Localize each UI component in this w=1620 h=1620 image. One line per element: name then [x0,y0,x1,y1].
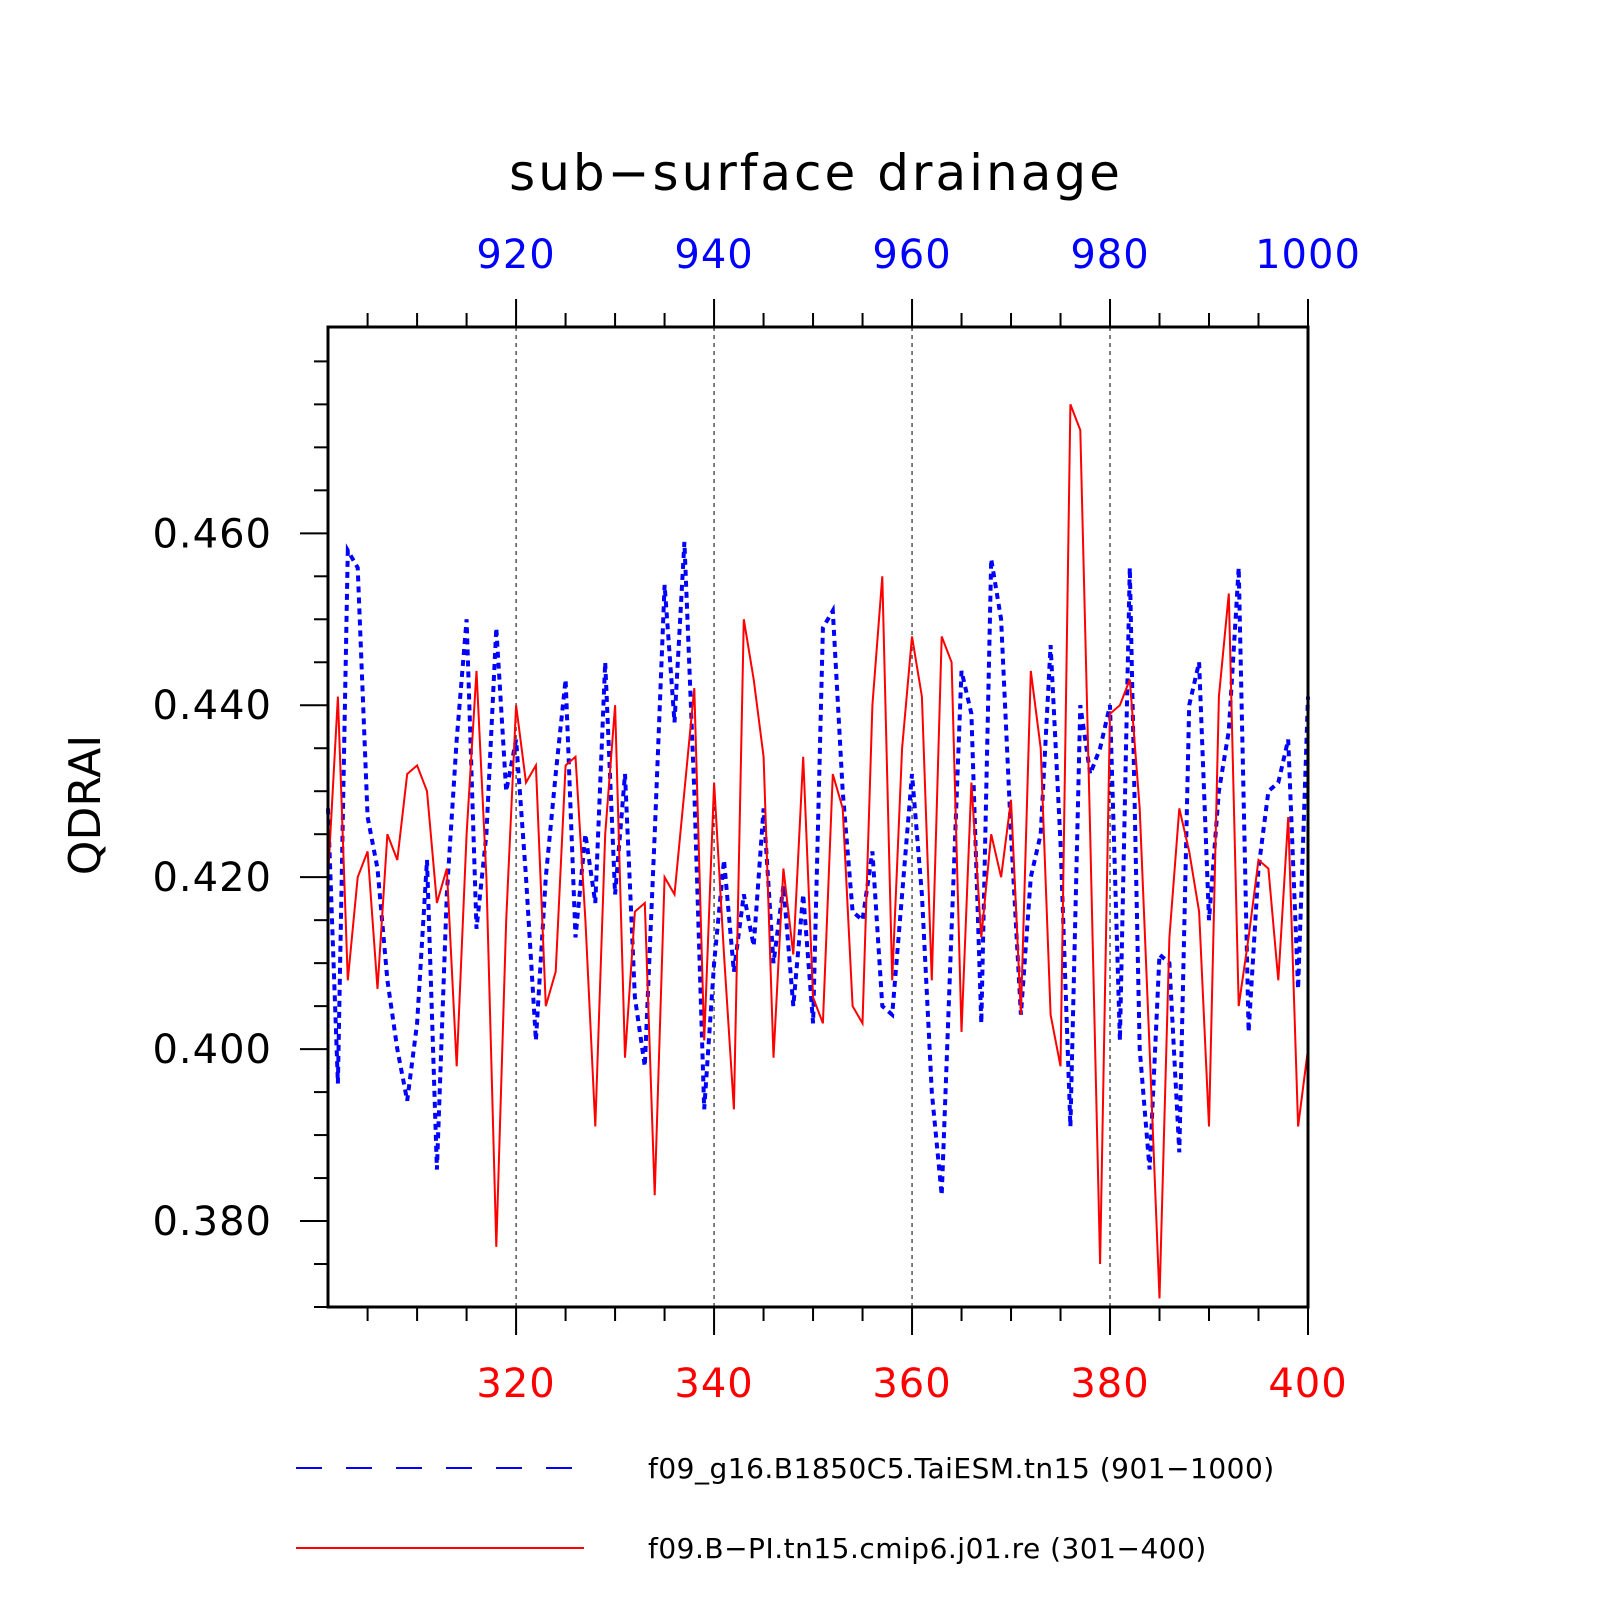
top-x-tick-label: 980 [1070,232,1149,278]
y-tick-label: 0.420 [152,855,272,901]
bottom-x-tick-label: 380 [1070,1361,1149,1407]
top-x-tick-label: 920 [476,232,555,278]
bottom-x-tick-label: 360 [872,1361,951,1407]
y-tick-label: 0.380 [152,1199,272,1245]
top-x-tick-label: 1000 [1255,232,1361,278]
y-tick-label: 0.400 [152,1027,272,1073]
bottom-x-tick-label: 400 [1268,1361,1347,1407]
tick-labels: 0.380 0.400 0.420 0.440 0.460 920 940 960 980 100… [152,232,1361,1407]
y-tick-label: 0.440 [152,683,272,729]
y-axis-label: QDRAI [60,735,111,875]
bottom-x-tick-label: 320 [476,1361,555,1407]
axis-ticks [300,299,1309,1335]
grid-lines [515,327,1111,1307]
chart-title: sub−surface drainage [509,144,1123,202]
plot-series [326,404,1310,1299]
series-line-2 [327,404,1309,1299]
plot-frame [326,325,1310,1309]
top-x-tick-label: 940 [674,232,753,278]
top-x-tick-label: 960 [872,232,951,278]
legend: f09_g16.B1850C5.TaiESM.tn15 (901−1000) f0… [296,1452,1275,1565]
y-tick-label: 0.460 [152,511,272,557]
legend-label: f09_g16.B1850C5.TaiESM.tn15 (901−1000) [648,1452,1275,1485]
legend-label: f09.B−PI.tn15.cmip6.j01.re (301−400) [648,1532,1207,1565]
bottom-x-tick-label: 340 [674,1361,753,1407]
series-line-1 [326,541,1310,1196]
